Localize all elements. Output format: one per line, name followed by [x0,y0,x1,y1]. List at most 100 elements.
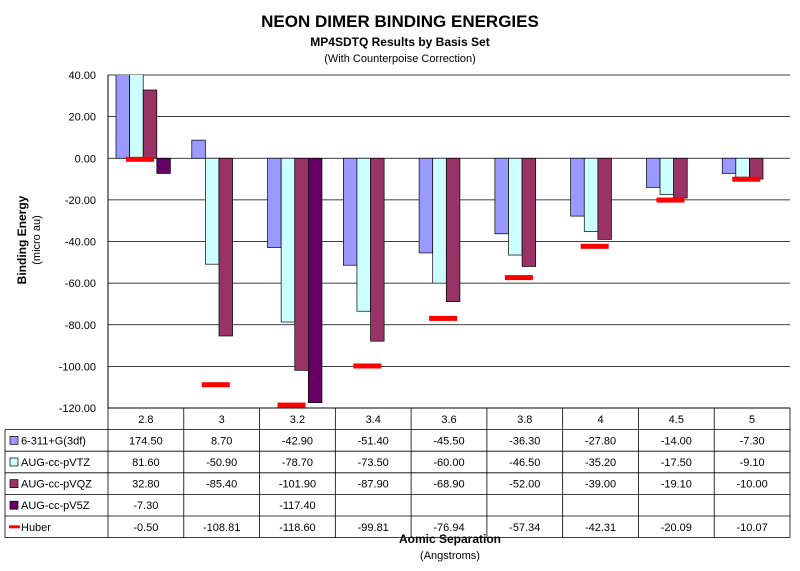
bar-6-311-g-3df--4.5 [646,157,661,188]
bar-6-311-g-3df--3 [191,139,206,159]
chart-title: NEON DIMER BINDING ENERGIES [261,12,539,31]
data-label: -20.09 [661,522,692,534]
data-label: -51.40 [358,435,389,447]
chart-subtitle: MP4SDTQ Results by Basis Set [310,35,489,49]
bar-aug-cc-pvtz-4.5 [659,157,674,196]
bar-aug-cc-pvtz-3.2 [280,157,296,323]
data-label: -7.30 [740,435,765,447]
data-label: -42.90 [282,435,313,447]
data-table: 2.8 3 3.2 3.4 3.6 3.8 4 4.5 5 6-311+G(3df) 174.50 8… [4,407,791,538]
bar-6-311-g-3df--2.8 [115,75,130,159]
bar-aug-cc-pvtz-3 [205,157,220,265]
data-label: -9.10 [740,457,765,469]
y-tick-label: 20.00 [68,112,96,124]
x-tick-label: 5 [749,414,755,426]
x-axis-title: Aomic Separation [399,532,501,546]
legend-label: 6-311+G(3df) [21,435,86,447]
data-label: -7.30 [133,500,158,512]
x-tick-label: 3 [219,414,225,426]
data-label: -57.34 [509,522,540,534]
y-tick-label: 0.00 [75,153,96,165]
huber-marker-3.2 [277,402,306,408]
bar-6-311-g-3df--4 [570,157,585,217]
x-tick-label: 3.2 [290,414,305,426]
huber-marker-5 [732,176,761,182]
x-tick-label: 3.4 [366,414,381,426]
bar-6-311-g-3df--5 [721,157,737,174]
data-label: -118.60 [279,522,316,534]
legend-key [9,479,19,488]
huber-marker-3 [201,382,230,388]
data-label: -36.30 [509,435,540,447]
data-label: -17.50 [661,457,692,469]
data-label: -27.80 [585,435,616,447]
bar-6-311-g-3df--3.6 [418,157,434,254]
y-tick-label: -60.00 [65,278,96,290]
data-label: -50.90 [206,457,237,469]
data-label: 8.70 [211,435,232,447]
data-label: -101.90 [279,479,316,491]
legend-label: AUG-cc-pVQZ [21,479,92,491]
data-label: -39.00 [585,479,616,491]
data-label: -45.50 [433,435,464,447]
x-tick-label: 3.6 [441,414,456,426]
y-tick-label: -120.00 [59,403,96,415]
plot-area [107,74,790,409]
x-tick-label: 3.8 [517,414,532,426]
x-tick-label: 4.5 [669,414,684,426]
data-label: -35.20 [585,457,616,469]
huber-marker-3.6 [429,315,458,321]
x-axis-units: (Angstroms) [420,550,480,562]
bar-aug-cc-pvqz-3.6 [445,157,461,302]
legend-key [9,436,19,445]
bar-aug-cc-pvqz-3.2 [294,157,309,371]
y-axis-tick-labels: 40.00 20.00 0.00 -20.00 -40.00 -60.00 -80.00 -1… [59,70,96,415]
x-tick-label: 4 [597,414,603,426]
huber-marker-2.8 [126,156,154,162]
x-tick-label: 2.8 [138,414,153,426]
y-tick-label: 40.00 [68,70,96,82]
data-label: -99.81 [358,522,389,534]
bar-aug-cc-pvqz-3.4 [370,157,385,342]
huber-marker-4 [580,243,609,249]
data-label: -76.94 [433,522,464,534]
data-label: -46.50 [509,457,540,469]
data-label: -10.07 [737,522,768,534]
y-tick-label: -100.00 [59,361,96,373]
bar-aug-cc-pvqz-3 [218,157,233,337]
data-label: -73.50 [358,457,389,469]
data-label: -117.40 [279,500,316,512]
data-label: 174.50 [129,435,163,447]
bar-aug-cc-pvtz-2.8 [129,75,144,159]
data-label: -60.00 [433,457,464,469]
huber-marker-4.5 [656,197,685,203]
data-label: -108.81 [203,522,240,534]
data-label: 32.80 [132,479,160,491]
data-label: -0.50 [133,522,158,534]
bar-aug-cc-pvtz-3.4 [356,157,371,312]
data-label: -10.00 [737,479,768,491]
bar-aug-cc-pvqz-4.5 [673,157,688,199]
legend-label: AUG-cc-pVTZ [21,457,90,469]
bar-6-311-g-3df--3.4 [342,157,358,266]
bar-6-311-g-3df--3.2 [267,157,282,248]
bar-aug-cc-pv5z-2.8 [156,157,171,174]
y-tick-label: -40.00 [65,237,96,249]
data-label: 81.60 [132,457,160,469]
huber-marker-3.8 [504,275,533,281]
bar-aug-cc-pvqz-5 [749,157,764,180]
bar-aug-cc-pvtz-5 [735,157,750,178]
legend-label: AUG-cc-pV5Z [21,500,90,512]
data-label: -42.31 [585,522,616,534]
y-tick-label: -80.00 [65,320,96,332]
bar-aug-cc-pvtz-4 [583,157,599,232]
legend-label: Huber [21,522,51,534]
data-label: -68.90 [433,479,464,491]
y-axis-units: (micro au) [31,215,43,265]
y-tick-label: -20.00 [65,195,96,207]
bar-aug-cc-pvqz-4 [597,157,612,240]
y-axis-title: Binding Energy [15,195,29,284]
huber-marker-3.4 [353,363,382,369]
legend-key [9,500,19,510]
